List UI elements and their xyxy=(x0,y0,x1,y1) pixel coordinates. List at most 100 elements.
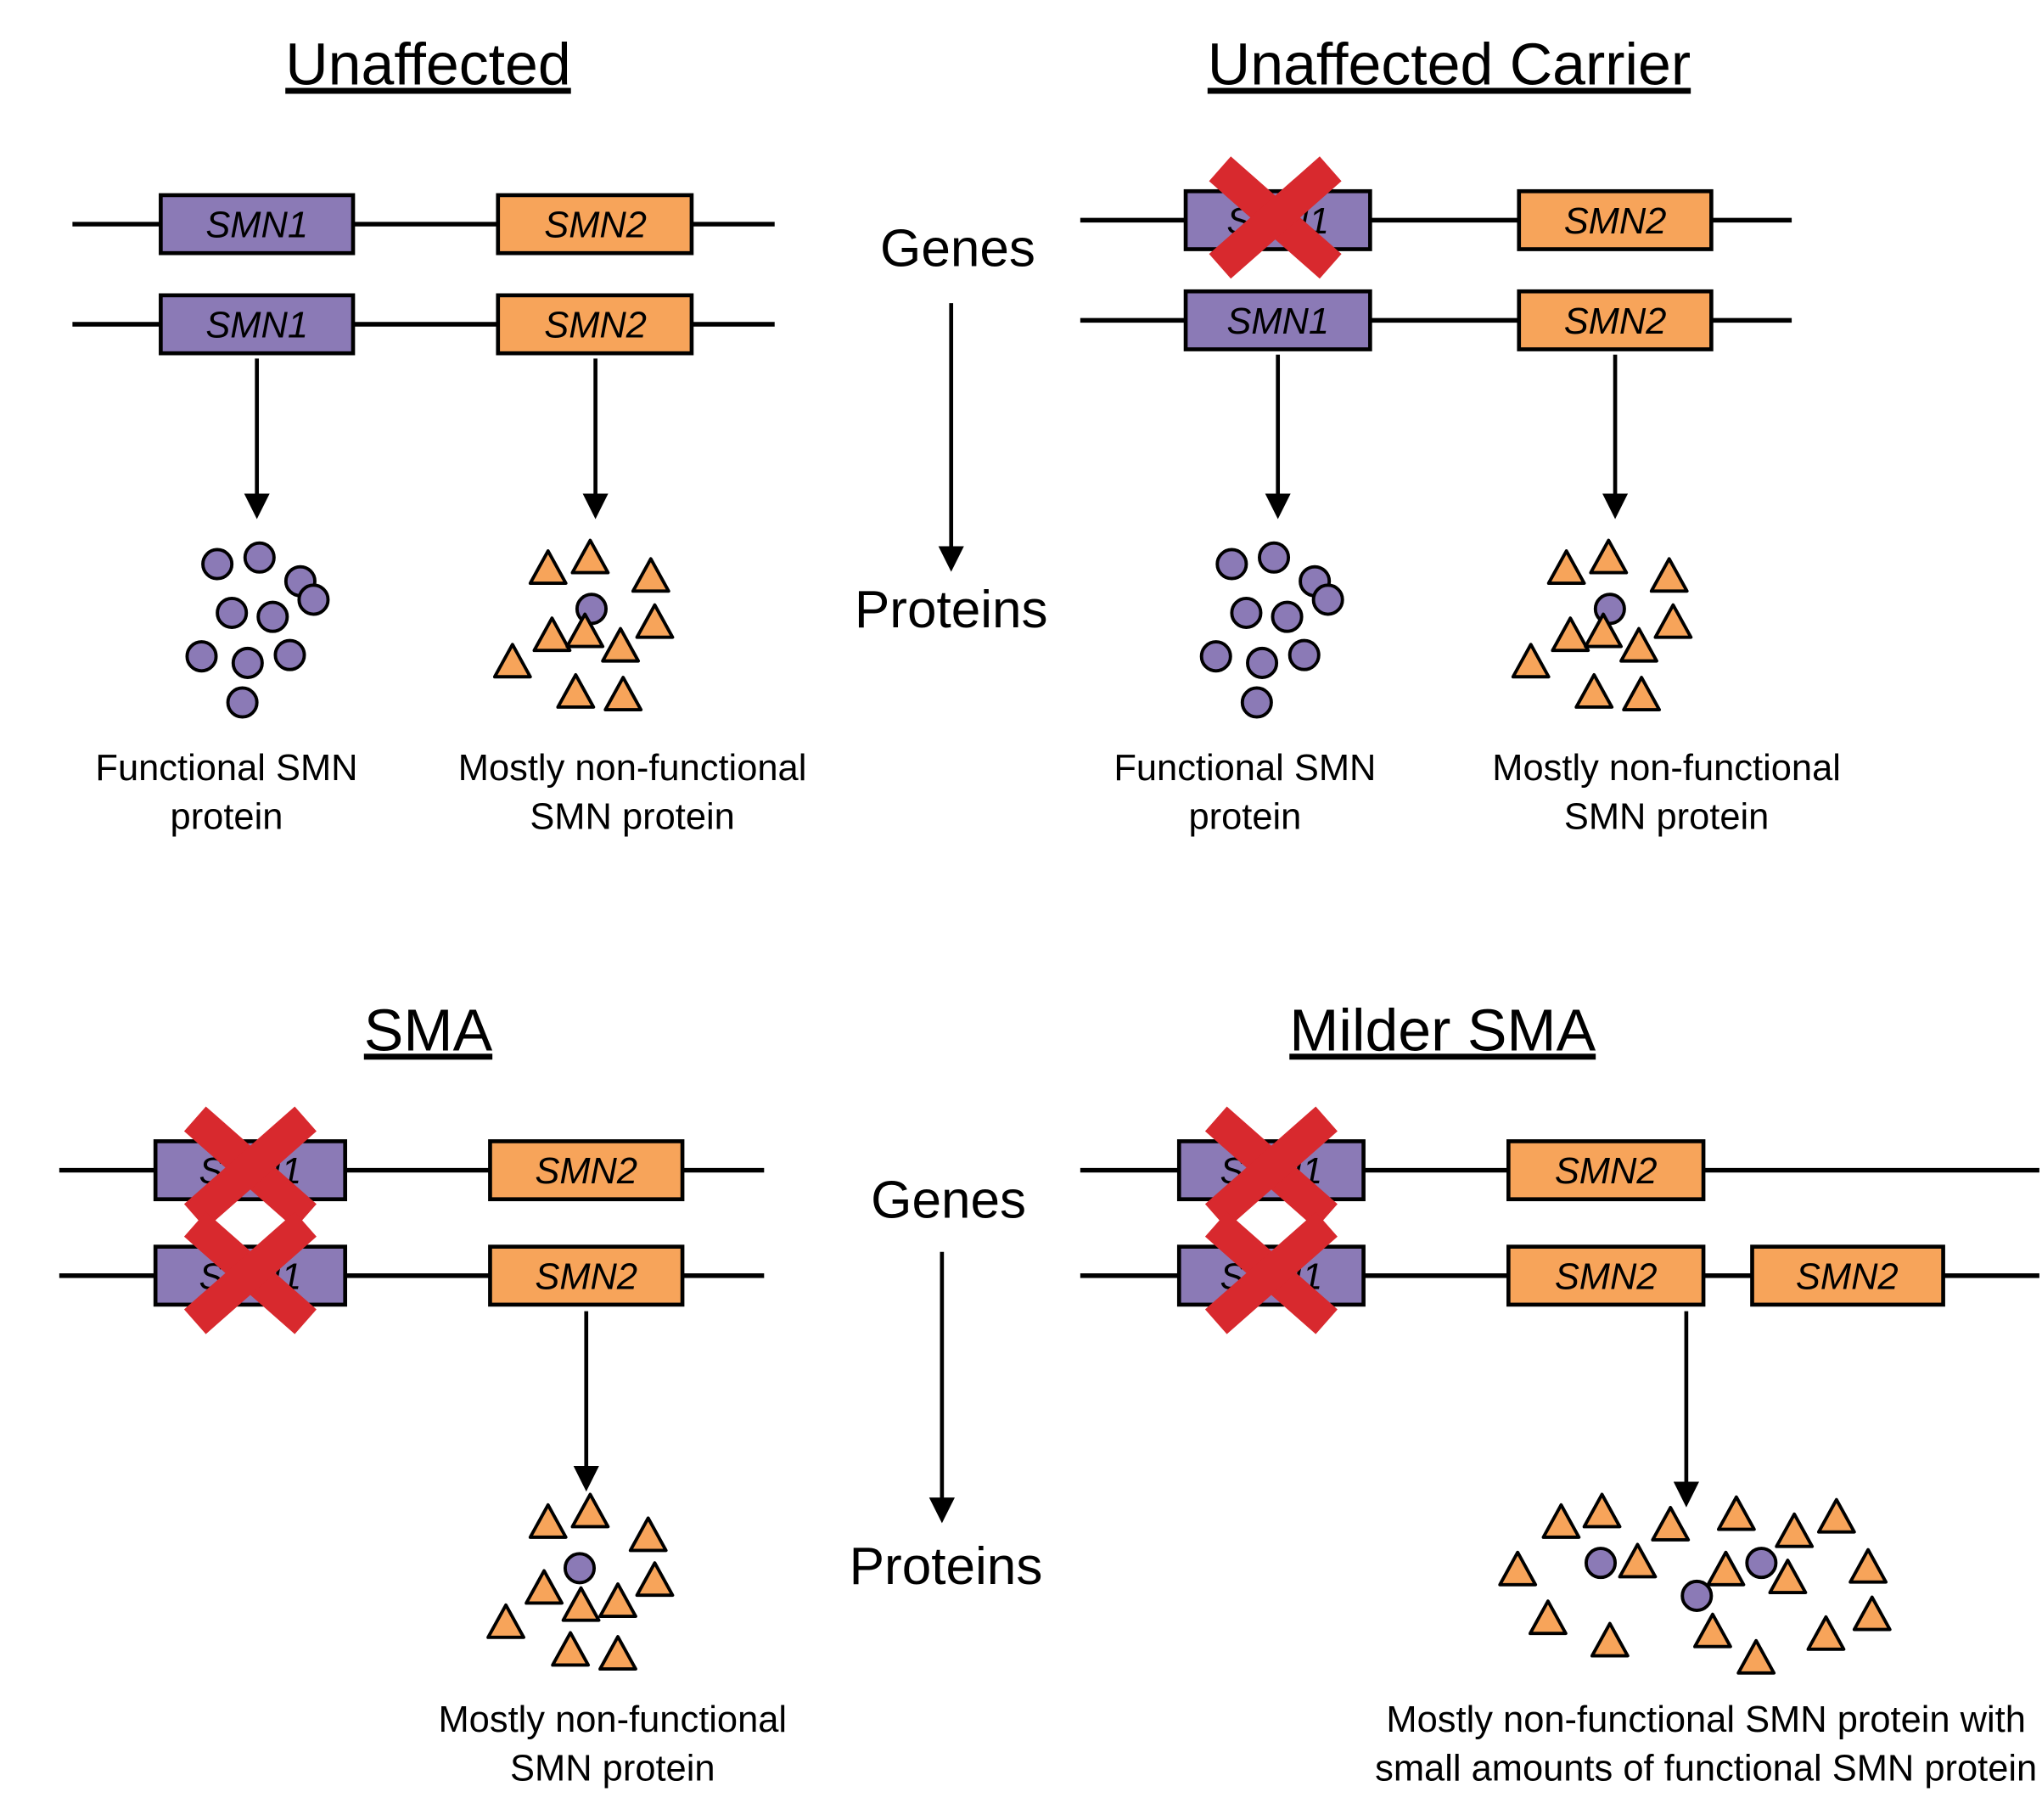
functional-protein-icon xyxy=(226,686,259,719)
nonfunctional-protein-icon xyxy=(561,1586,601,1622)
protein-caption-line: SMN protein xyxy=(1564,797,1770,838)
nonfunctional-protein-icon xyxy=(628,1516,668,1553)
nonfunctional-protein-icon xyxy=(1622,676,1662,711)
smn1-gene-deleted: SMN1 xyxy=(1183,169,1372,267)
smn2-gene-rect xyxy=(488,1139,685,1202)
smn2-gene-extra-copy: SMN2 xyxy=(1750,1244,1945,1307)
functional-protein-icon xyxy=(185,640,218,673)
smn1-gene-deleted: SMN1 xyxy=(153,1119,348,1216)
functional-protein-icon xyxy=(1240,686,1273,719)
nonfunctional-protein-icon xyxy=(1582,1492,1622,1529)
functional-protein-icon xyxy=(256,600,289,633)
smn2-gene: SMN2 xyxy=(496,193,694,256)
proteins-label: Proteins xyxy=(855,581,1048,639)
nonfunctional-protein-icon xyxy=(1619,626,1658,663)
smn2-gene-label: SMN2 xyxy=(1564,201,1667,242)
mixed-protein-cluster xyxy=(1498,1492,1892,1675)
nonfunctional-protein-icon xyxy=(551,1631,591,1667)
functional-protein-icon xyxy=(1745,1547,1778,1580)
functional-protein-icon xyxy=(1230,596,1263,629)
smn1-gene-deleted: SMN1 xyxy=(1176,1224,1366,1322)
smn2-gene-label: SMN2 xyxy=(1564,301,1667,342)
protein-caption-line: SMN protein xyxy=(510,1748,715,1789)
smn2-gene-rect xyxy=(1506,1244,1706,1307)
smn1-gene-rect xyxy=(159,193,356,256)
smn2-gene-label: SMN2 xyxy=(1796,1256,1899,1297)
smn2-gene-label: SMN2 xyxy=(544,205,647,246)
smn1-gene-deleted: SMN1 xyxy=(153,1224,348,1322)
smn2-gene: SMN2 xyxy=(488,1139,685,1202)
functional-protein-icon xyxy=(1215,548,1248,581)
functional-protein-icon xyxy=(216,596,249,629)
panel-title: Unaffected Carrier xyxy=(1208,31,1691,98)
nonfunctional-protein-icon xyxy=(1498,1550,1538,1587)
smn2-gene: SMN2 xyxy=(1517,188,1714,251)
protein-caption-line: Mostly non-functional SMN protein with xyxy=(1386,1699,2026,1740)
panel-sma: SMA SMN1 SMN2 SMN1 SMN2 xyxy=(59,997,787,1789)
smn2-gene-rect xyxy=(1750,1244,1945,1307)
nonfunctional-protein-icon xyxy=(1716,1495,1756,1531)
smn2-gene: SMN2 xyxy=(488,1244,685,1307)
protein-caption-line: Functional SMN xyxy=(95,748,357,789)
nonfunctional-protein-icon xyxy=(525,1569,564,1605)
nonfunctional-protein-icon xyxy=(1649,557,1689,593)
nonfunctional-protein-icon xyxy=(635,1561,675,1598)
nonfunctional-protein-icon xyxy=(1775,1512,1815,1548)
nonfunctional-protein-icon xyxy=(1651,1506,1691,1542)
functional-protein-icon xyxy=(563,1552,597,1585)
nonfunctional-protein-icon xyxy=(1529,1599,1568,1636)
protein-caption-line: protein xyxy=(1188,797,1301,838)
smn2-gene-label: SMN2 xyxy=(544,306,647,346)
smn1-gene: SMN1 xyxy=(159,293,356,356)
panel-title: Unaffected xyxy=(285,31,571,98)
nonfunctional-protein-cluster xyxy=(486,1492,675,1671)
smn1-gene: SMN1 xyxy=(1183,289,1372,351)
smn1-gene-label: SMN1 xyxy=(1226,301,1329,342)
proteins-label: Proteins xyxy=(850,1537,1043,1596)
nonfunctional-protein-icon xyxy=(1806,1615,1846,1651)
smn2-gene-rect xyxy=(1517,289,1714,351)
nonfunctional-protein-icon xyxy=(486,1603,525,1639)
nonfunctional-protein-icon xyxy=(1736,1638,1776,1675)
functional-protein-icon xyxy=(1258,541,1291,574)
nonfunctional-protein-icon xyxy=(1706,1550,1746,1587)
functional-protein-icon xyxy=(1246,646,1279,679)
smn2-gene-label: SMN2 xyxy=(535,1151,637,1192)
nonfunctional-protein-icon xyxy=(1541,1503,1581,1539)
nonfunctional-protein-icon xyxy=(1551,616,1590,653)
panel-unaffected: Unaffected SMN1 SMN2 SMN1 SMN2 xyxy=(72,31,806,838)
functional-protein-icon xyxy=(1287,638,1321,671)
functional-protein-icon xyxy=(273,638,306,671)
nonfunctional-protein-icon xyxy=(570,1492,610,1529)
functional-protein-icon xyxy=(231,646,264,679)
nonfunctional-protein-icon xyxy=(635,603,675,639)
nonfunctional-protein-icon xyxy=(1653,603,1693,639)
panel-unaffected-carrier: Unaffected Carrier SMN1 SMN2 SMN1 SMN2 xyxy=(1080,31,1841,838)
smn1-gene-rect xyxy=(1183,289,1372,351)
functional-protein-cluster xyxy=(185,541,330,719)
nonfunctional-protein-icon xyxy=(598,1582,637,1618)
functional-protein-icon xyxy=(1271,600,1304,633)
smn1-gene-label: SMN1 xyxy=(205,306,308,346)
functional-protein-icon xyxy=(1584,1547,1618,1580)
smn2-gene-label: SMN2 xyxy=(1555,1256,1658,1297)
nonfunctional-protein-cluster xyxy=(492,538,675,711)
nonfunctional-protein-icon xyxy=(1852,1595,1892,1632)
nonfunctional-protein-icon xyxy=(492,643,532,679)
nonfunctional-protein-icon xyxy=(528,1503,568,1539)
functional-protein-icon xyxy=(201,548,234,581)
nonfunctional-protein-icon xyxy=(1618,1542,1658,1579)
nonfunctional-protein-icon xyxy=(631,557,670,593)
functional-protein-icon xyxy=(1311,583,1344,616)
nonfunctional-protein-icon xyxy=(1693,1612,1732,1649)
smn2-gene-rect xyxy=(496,193,694,256)
smn2-gene-rect xyxy=(1517,188,1714,251)
nonfunctional-protein-icon xyxy=(1590,1621,1630,1658)
nonfunctional-protein-icon xyxy=(598,1635,637,1671)
nonfunctional-protein-icon xyxy=(1511,643,1551,679)
nonfunctional-protein-icon xyxy=(532,616,572,653)
nonfunctional-protein-icon xyxy=(556,672,596,709)
smn2-gene-label: SMN2 xyxy=(1555,1151,1658,1192)
